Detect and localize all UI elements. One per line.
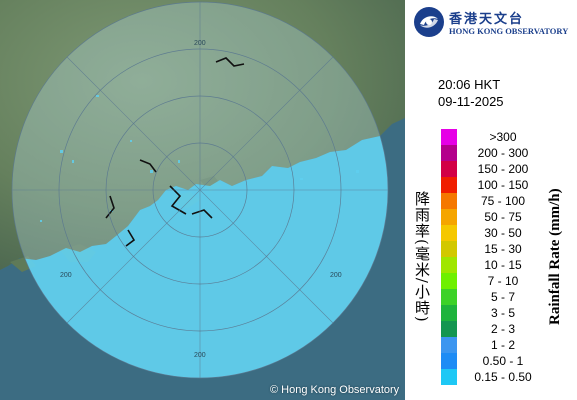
- legend-title-en: Rainfall Rate (mm/h): [547, 188, 563, 326]
- range-label-north: 200: [194, 40, 206, 47]
- legend-label: 15 - 30: [484, 242, 522, 256]
- legend-label: 75 - 100: [480, 194, 526, 208]
- legend-label: 100 - 150: [477, 178, 529, 192]
- legend-color-scale: [441, 129, 457, 385]
- legend-label: 7 - 10: [487, 274, 519, 288]
- legend-label: 0.50 - 1: [482, 354, 524, 368]
- legend-swatch: [441, 353, 457, 369]
- legend-swatch: [441, 145, 457, 161]
- legend-swatch: [441, 289, 457, 305]
- timestamp-time: 20:06 HKT: [438, 77, 501, 92]
- timestamp-date: 09-11-2025: [438, 94, 504, 109]
- range-label-east: 200: [330, 272, 342, 279]
- legend-swatch: [441, 225, 457, 241]
- legend-label: 200 - 300: [477, 146, 529, 160]
- radar-map: 200 200 200 200 © Hong Kong Observatory: [0, 0, 405, 400]
- legend-label: 10 - 15: [484, 258, 522, 272]
- coastline-features: [105, 57, 245, 247]
- legend-label: 5 - 7: [490, 290, 515, 304]
- legend-label: 3 - 5: [490, 306, 515, 320]
- legend-label: 0.15 - 0.50: [474, 370, 532, 384]
- legend-label: 50 - 75: [484, 210, 522, 224]
- legend-panel: 香港天文台 HONG KONG OBSERVATORY 20:06 HKT 09…: [405, 0, 577, 400]
- legend-swatch: [441, 305, 457, 321]
- logo-title-en: HONG KONG OBSERVATORY: [449, 26, 569, 36]
- legend-label: 30 - 50: [484, 226, 522, 240]
- legend-swatch: [441, 241, 457, 257]
- range-label-south: 200: [194, 352, 206, 359]
- legend-title-cn: 降雨率(毫米/小時): [413, 191, 431, 323]
- legend-label: >300: [489, 130, 517, 144]
- logo-title-cn: 香港天文台: [449, 12, 525, 27]
- legend-swatch: [441, 209, 457, 225]
- radial-lines: [12, 2, 388, 378]
- legend-swatch: [441, 273, 457, 289]
- range-label-west: 200: [60, 272, 72, 279]
- legend-swatch: [441, 337, 457, 353]
- land-mass: [0, 0, 405, 270]
- legend-swatch: [441, 161, 457, 177]
- legend-swatch: [441, 321, 457, 337]
- legend-label: 1 - 2: [490, 338, 515, 352]
- copyright-notice: © Hong Kong Observatory: [270, 384, 400, 396]
- legend-label: 2 - 3: [490, 322, 515, 336]
- legend-swatch: [441, 193, 457, 209]
- legend-swatch: [441, 177, 457, 193]
- rain-echo-area: [12, 118, 388, 378]
- observatory-logo-icon: [414, 7, 444, 37]
- radar-map-canvas: [0, 0, 405, 400]
- legend-swatch: [441, 369, 457, 385]
- legend-swatch: [441, 129, 457, 145]
- legend-label: 150 - 200: [477, 162, 529, 176]
- legend-labels: >300 200 - 300 150 - 200 100 - 150 75 - …: [463, 129, 543, 385]
- legend-swatch: [441, 257, 457, 273]
